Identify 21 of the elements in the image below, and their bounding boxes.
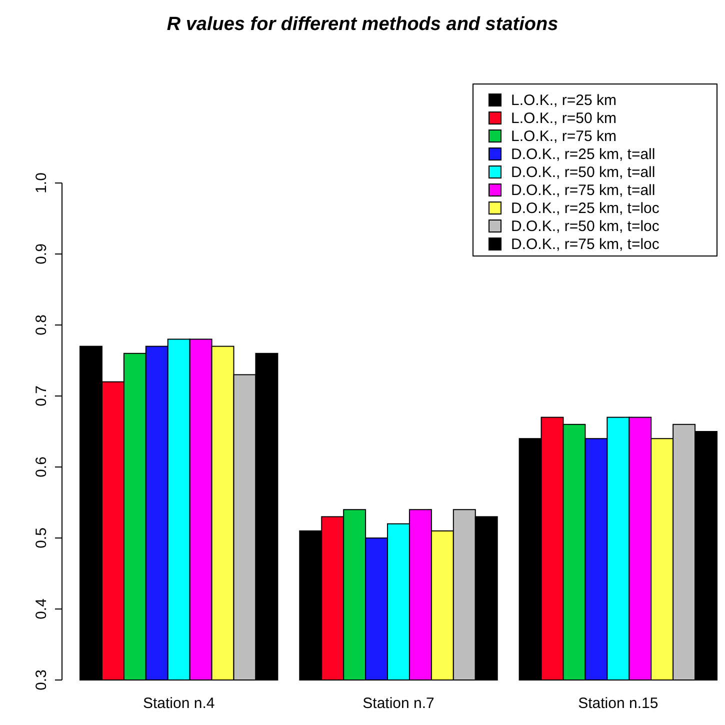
y-tick-label: 0.3: [33, 670, 50, 690]
x-tick-label: Station n.7: [362, 695, 434, 712]
y-tick-label: 0.6: [33, 456, 50, 478]
y-tick-label: 0.4: [33, 598, 50, 620]
chart-title: R values for different methods and stations: [166, 14, 558, 35]
legend-label: D.O.K., r=50 km, t=loc: [511, 218, 660, 235]
legend-label: D.O.K., r=75 km, t=all: [511, 182, 656, 199]
legend-label: D.O.K., r=75 km, t=loc: [511, 236, 660, 253]
x-tick-label: Station n.4: [142, 695, 215, 712]
legend-label: D.O.K., r=50 km, t=all: [511, 164, 656, 181]
legend-label: D.O.K., r=25 km, t=all: [511, 146, 656, 163]
y-tick-label: 0.8: [33, 314, 50, 336]
legend-label: L.O.K., r=50 km: [511, 110, 616, 127]
y-tick-label: 1.0: [33, 172, 50, 194]
x-tick-label: Station n.15: [578, 695, 658, 712]
legend-label: D.O.K., r=25 km, t=loc: [511, 200, 660, 217]
y-tick-label: 0.5: [33, 528, 50, 548]
legend-label: L.O.K., r=25 km: [511, 92, 616, 109]
y-tick-label: 0.7: [33, 386, 50, 406]
y-tick-label: 0.9: [33, 244, 50, 264]
legend-label: L.O.K., r=75 km: [511, 128, 616, 145]
